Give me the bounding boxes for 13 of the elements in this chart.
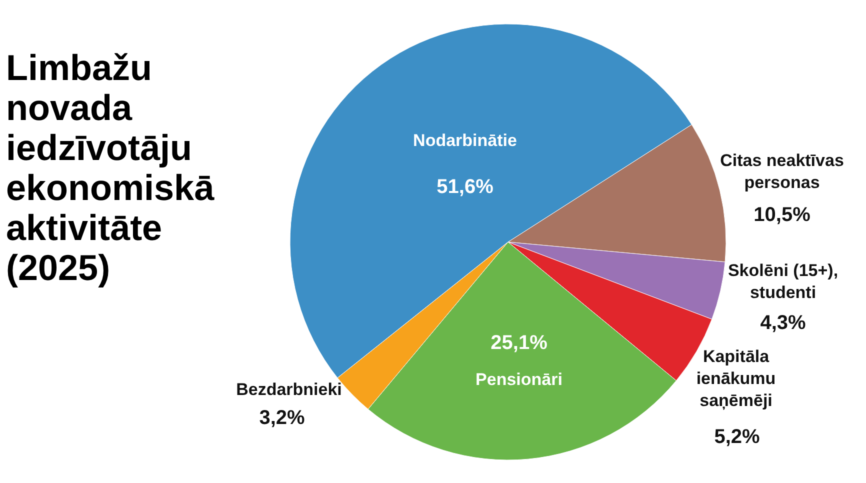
slice-label: Skolēni (15+), studenti [728, 261, 838, 302]
text: Limbažu novada iedzīvotāju ekonomiskā aktivitāte (2025) [6, 47, 216, 288]
slice-label: Nodarbinātie [413, 131, 517, 150]
data-label: 10,5% [754, 204, 811, 226]
data-label: 3,2% [259, 407, 306, 429]
data-label: 4,3% [760, 312, 806, 334]
data-label: 5,2% [714, 426, 760, 448]
slice-label: Citas neaktīvas personas [720, 151, 844, 192]
slice-label: Pensionāri [476, 370, 562, 389]
slice-label: Bezdarbnieki [236, 380, 342, 399]
data-label: 51,6% [436, 176, 494, 198]
slice-label: Kapitāla ienākumu saņēmēji [696, 347, 776, 410]
data-label: 25,1% [490, 332, 548, 354]
